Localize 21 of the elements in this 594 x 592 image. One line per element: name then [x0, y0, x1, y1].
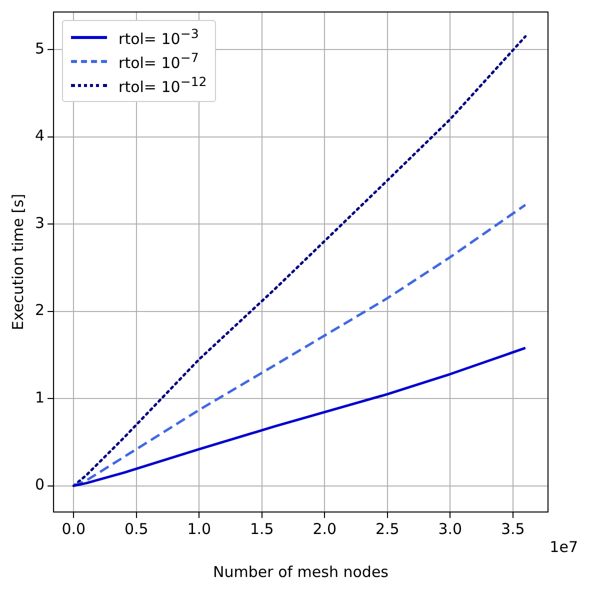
text: 1e7	[550, 538, 578, 556]
x-tick-label: 3.5	[500, 520, 525, 538]
legend-label: rtol= 10$^{−7}$	[118, 50, 199, 72]
x-tick-label: 0.0	[62, 520, 86, 538]
y-tick-label: 5	[34, 39, 45, 58]
y-tick-label: 2	[34, 301, 45, 320]
y-tick-label: 1	[34, 388, 45, 406]
y-tick-label: 0	[34, 476, 45, 494]
x-tick-label: 0.5	[124, 520, 148, 538]
x-tick-label: 2.0	[312, 520, 337, 538]
legend-label: rtol= 10$^{−3}$	[118, 26, 199, 48]
legend-label: rtol= 10$^{−12}$	[118, 74, 207, 96]
line-series	[72, 204, 527, 488]
y-tick-label: 4	[34, 126, 45, 145]
x-tick-label: 1.0	[187, 520, 212, 538]
x-tick-label: 1.5	[250, 520, 274, 538]
y-tick-label: 3	[34, 214, 45, 232]
y-axis-title: Execution time [s]	[8, 194, 27, 330]
x-tick-label: 3.0	[438, 520, 462, 538]
x-tick-label: 2.5	[375, 520, 400, 538]
x-axis-title: Number of mesh nodes	[213, 562, 389, 581]
